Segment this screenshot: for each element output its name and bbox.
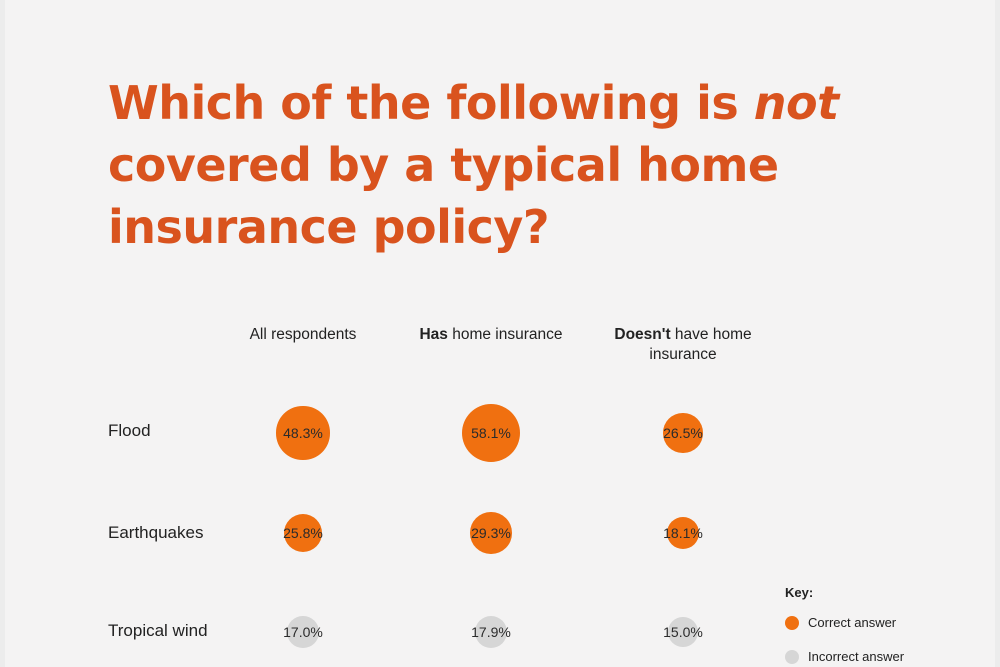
bubble-earthquakes-2: 18.1% [663, 516, 703, 550]
key-title: Key: [785, 585, 814, 600]
bubble-value-label: 26.5% [663, 424, 703, 441]
infographic-card [5, 0, 995, 667]
bubble-value-label: 18.1% [663, 524, 703, 541]
key-label-incorrect: Incorrect answer [808, 649, 905, 664]
bubble-value-label: 15.0% [663, 623, 703, 640]
page-title: Which of the following is not covered by… [108, 76, 839, 254]
bubble-tropical-wind-0: 17.0% [283, 616, 323, 648]
bubble-value-label: 58.1% [471, 424, 511, 441]
column-header-no-insurance: Doesn't have home insurance [614, 326, 752, 363]
bubble-tropical-wind-1: 17.9% [471, 615, 511, 649]
bubble-flood-0: 48.3% [276, 406, 330, 460]
key-label-correct: Correct answer [808, 615, 897, 630]
row-label-tropical-wind: Tropical wind [108, 621, 208, 640]
bubble-value-label: 25.8% [283, 524, 323, 541]
bubble-value-label: 17.9% [471, 623, 511, 640]
column-header-has-insurance: Has home insurance [419, 326, 563, 343]
title-emphasis: not [753, 76, 839, 130]
bubble-earthquakes-1: 29.3% [470, 512, 512, 554]
bubble-tropical-wind-2: 15.0% [663, 617, 703, 647]
bubble-value-label: 48.3% [283, 424, 323, 441]
row-label-flood: Flood [108, 421, 151, 440]
bubble-flood-1: 58.1% [461, 403, 521, 463]
key-swatch-correct [785, 615, 799, 630]
row-label-earthquakes: Earthquakes [108, 523, 204, 542]
bubble-earthquakes-0: 25.8% [283, 513, 323, 553]
bubble-value-label: 29.3% [471, 524, 511, 541]
key-item-incorrect: Incorrect answer [785, 649, 904, 664]
column-header-all: All respondents [249, 326, 357, 343]
bubble-flood-2: 26.5% [663, 413, 703, 453]
key-item-correct: Correct answer [785, 615, 896, 630]
key-swatch-incorrect [785, 649, 799, 664]
bubble-value-label: 17.0% [283, 623, 323, 640]
